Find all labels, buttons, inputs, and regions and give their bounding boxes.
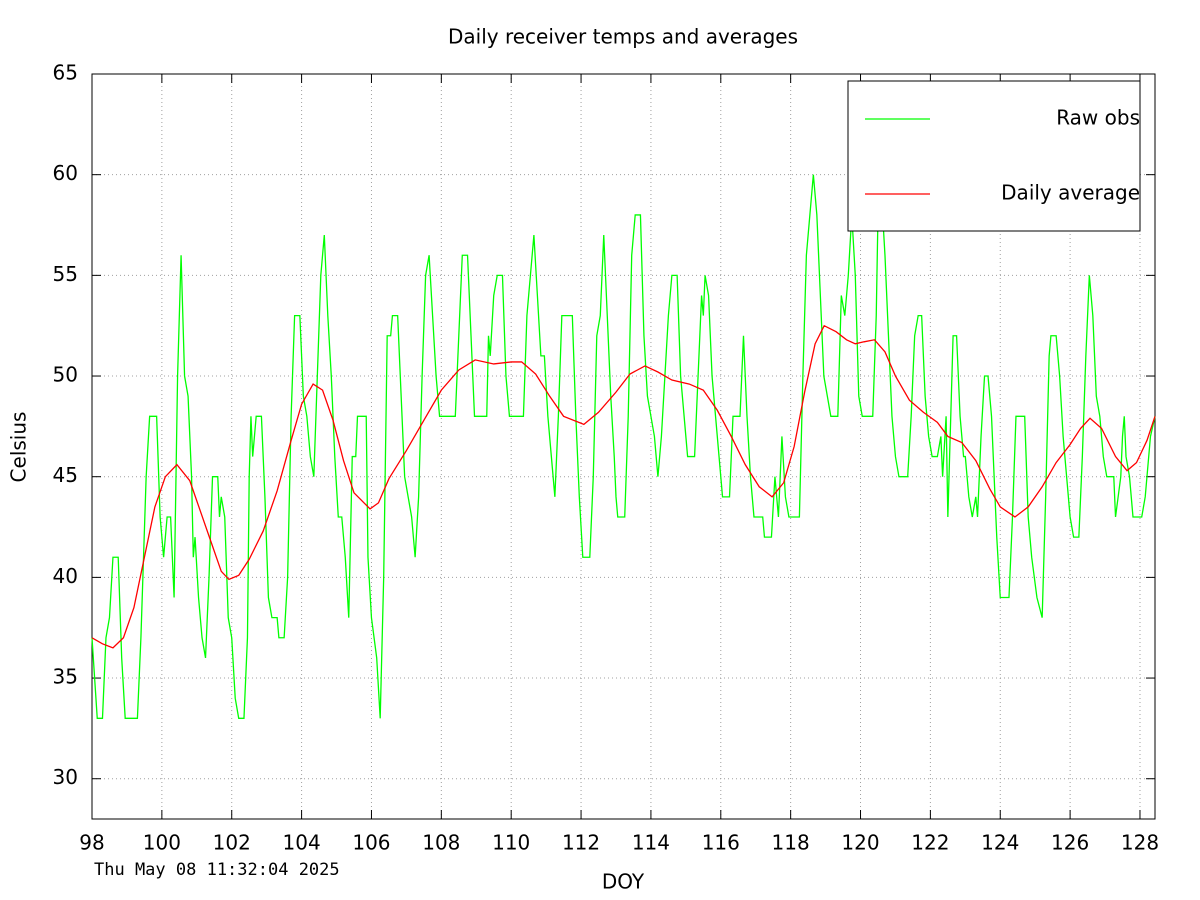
x-tick-label: 128 — [1121, 831, 1159, 855]
x-tick-label: 122 — [911, 831, 949, 855]
y-tick-label: 35 — [53, 665, 78, 689]
x-tick-label: 106 — [352, 831, 390, 855]
legend-box — [847, 80, 1141, 232]
chart-title: Daily receiver temps and averages — [448, 25, 798, 49]
y-tick-label: 60 — [53, 161, 78, 185]
x-tick-label: 112 — [562, 831, 600, 855]
y-tick-label: 30 — [53, 765, 78, 789]
x-tick-label: 108 — [422, 831, 460, 855]
timestamp: Thu May 08 11:32:04 2025 — [94, 860, 340, 880]
legend-label: Raw obs — [1056, 106, 1140, 130]
y-tick-label: 40 — [53, 564, 78, 588]
x-tick-label: 126 — [1051, 831, 1089, 855]
x-tick-label: 124 — [981, 831, 1019, 855]
x-tick-label: 120 — [841, 831, 879, 855]
x-tick-label: 104 — [283, 831, 321, 855]
x-tick-label: 102 — [213, 831, 251, 855]
legend-label: Daily average — [1001, 181, 1140, 205]
x-tick-label: 98 — [79, 831, 104, 855]
y-tick-label: 45 — [53, 463, 78, 487]
y-tick-label: 65 — [53, 61, 78, 85]
y-axis-label: Celsius — [7, 412, 31, 483]
y-tick-label: 55 — [53, 262, 78, 286]
x-axis-label: DOY — [602, 870, 645, 894]
x-tick-label: 100 — [143, 831, 181, 855]
x-tick-label: 114 — [632, 831, 670, 855]
series-line — [91, 174, 1156, 719]
x-tick-label: 116 — [702, 831, 740, 855]
y-tick-label: 50 — [53, 363, 78, 387]
x-tick-label: 118 — [772, 831, 810, 855]
series-line — [91, 324, 1156, 649]
plot-frame — [91, 73, 1156, 820]
x-tick-label: 110 — [492, 831, 530, 855]
